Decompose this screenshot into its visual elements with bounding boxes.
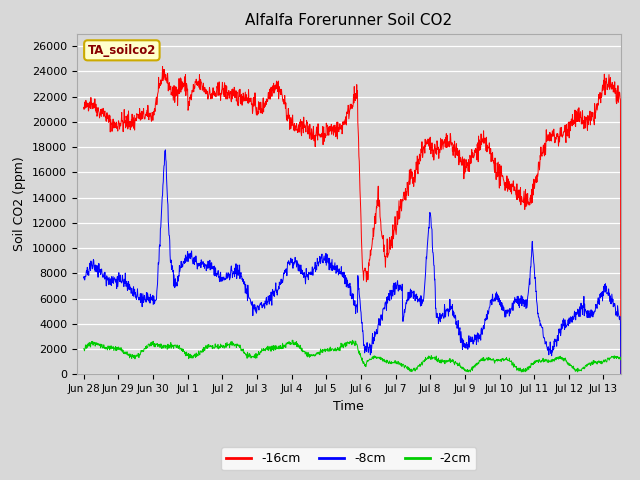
Y-axis label: Soil CO2 (ppm): Soil CO2 (ppm) bbox=[13, 156, 26, 252]
X-axis label: Time: Time bbox=[333, 400, 364, 413]
Text: TA_soilco2: TA_soilco2 bbox=[88, 44, 156, 57]
Legend: -16cm, -8cm, -2cm: -16cm, -8cm, -2cm bbox=[221, 447, 476, 470]
Title: Alfalfa Forerunner Soil CO2: Alfalfa Forerunner Soil CO2 bbox=[245, 13, 452, 28]
